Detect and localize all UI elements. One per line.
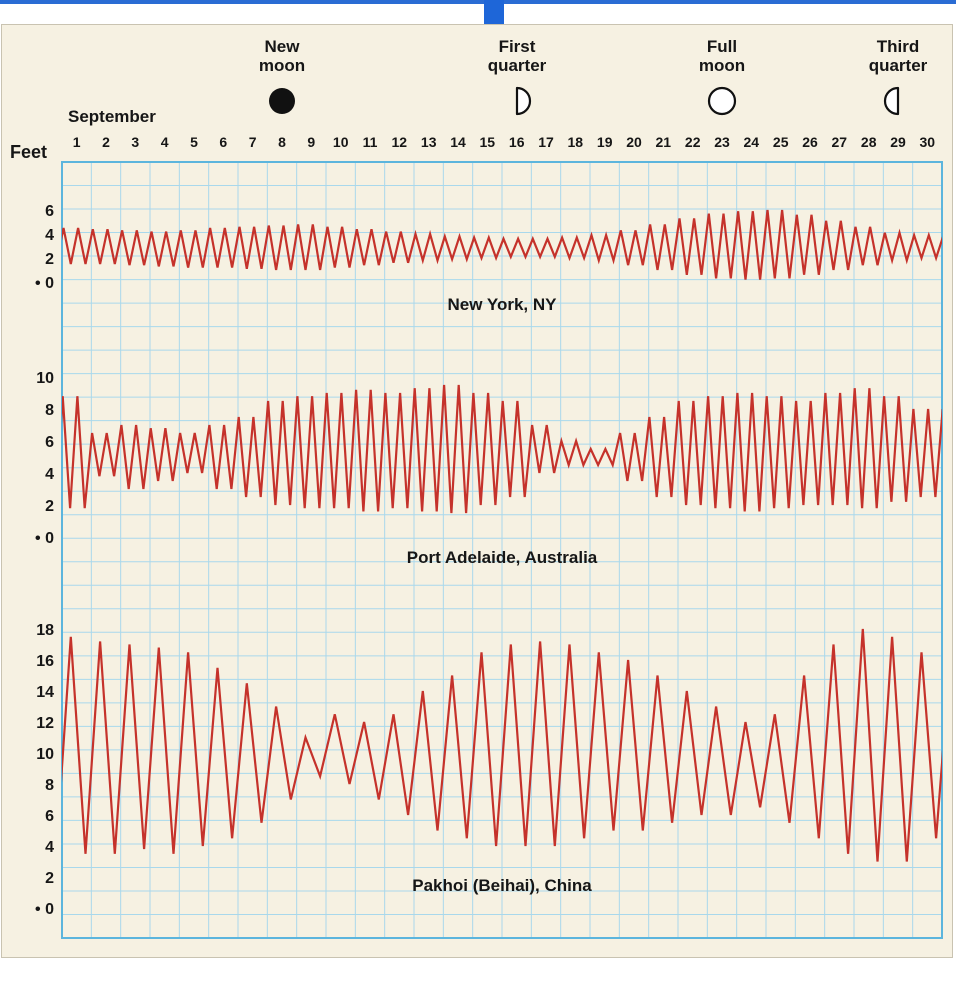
day-tick-label: 16 <box>509 134 525 150</box>
day-tick-label: 10 <box>333 134 349 150</box>
tide-curve-pakhoi-beihai-china <box>62 628 942 862</box>
y-tick-label: • 0 <box>35 275 54 292</box>
day-tick-label: 11 <box>363 134 378 150</box>
day-tick-label: 7 <box>249 134 257 150</box>
y-tick-label: 4 <box>45 839 54 856</box>
day-tick-label: 6 <box>219 134 227 150</box>
day-tick-label: 14 <box>450 134 466 150</box>
y-tick-label: 14 <box>36 684 54 701</box>
y-tick-label: 8 <box>45 777 54 794</box>
day-tick-label: 22 <box>685 134 701 150</box>
top-rule <box>0 0 956 4</box>
day-tick-label: 9 <box>307 134 315 150</box>
y-tick-label: 6 <box>45 203 54 220</box>
tide-curve-new-york-ny <box>62 209 942 280</box>
y-tick-label: 4 <box>45 466 54 483</box>
day-tick-label: 18 <box>568 134 584 150</box>
day-tick-label: 13 <box>421 134 437 150</box>
y-tick-label: 10 <box>36 746 54 763</box>
day-tick-label: 24 <box>744 134 760 150</box>
tide-curves <box>62 209 942 862</box>
y-tick-label: 2 <box>45 251 54 268</box>
y-tick-label: 10 <box>36 370 54 387</box>
y-tick-label: 12 <box>36 715 54 732</box>
day-tick-label: 8 <box>278 134 286 150</box>
y-tick-label: 18 <box>36 622 54 639</box>
y-tick-label: • 0 <box>35 530 54 547</box>
chart-title: New York, NY <box>448 295 558 314</box>
y-tick-label: 8 <box>45 402 54 419</box>
day-tick-label: 15 <box>480 134 496 150</box>
chart-title: Port Adelaide, Australia <box>407 548 598 567</box>
y-tick-label: 6 <box>45 808 54 825</box>
day-tick-label: 30 <box>920 134 936 150</box>
day-tick-label: 2 <box>102 134 110 150</box>
day-tick-label: 26 <box>802 134 818 150</box>
day-tick-label: 3 <box>131 134 139 150</box>
day-tick-label: 20 <box>626 134 642 150</box>
plot-border <box>61 161 943 939</box>
y-tick-label: 6 <box>45 434 54 451</box>
day-tick-label: 4 <box>161 134 169 150</box>
day-tick-label: 27 <box>832 134 848 150</box>
axis-labels: 1 2 3 4 5 6 7 8 9 10 11 12 13 14 15 16 17 18 19 20 21 22 23 24 2… <box>35 134 935 918</box>
chart-title: Pakhoi (Beihai), China <box>412 876 592 895</box>
grid-lines <box>61 161 943 939</box>
day-tick-label: 25 <box>773 134 789 150</box>
y-tick-label: 2 <box>45 870 54 887</box>
day-tick-label: 12 <box>392 134 408 150</box>
y-tick-label: • 0 <box>35 901 54 918</box>
day-tick-label: 17 <box>538 134 554 150</box>
y-axis-label: Feet <box>10 142 47 162</box>
y-tick-label: 4 <box>45 227 54 244</box>
day-tick-label: 19 <box>597 134 613 150</box>
y-tick-label: 16 <box>36 653 54 670</box>
day-tick-label: 5 <box>190 134 198 150</box>
day-tick-label: 21 <box>656 134 672 150</box>
day-tick-label: 28 <box>861 134 877 150</box>
day-tick-label: 29 <box>890 134 906 150</box>
month-label: September <box>68 107 156 126</box>
tide-curve-port-adelaide-australia <box>62 384 942 514</box>
day-tick-label: 1 <box>73 134 81 150</box>
y-tick-label: 2 <box>45 498 54 515</box>
day-tick-label: 23 <box>714 134 730 150</box>
